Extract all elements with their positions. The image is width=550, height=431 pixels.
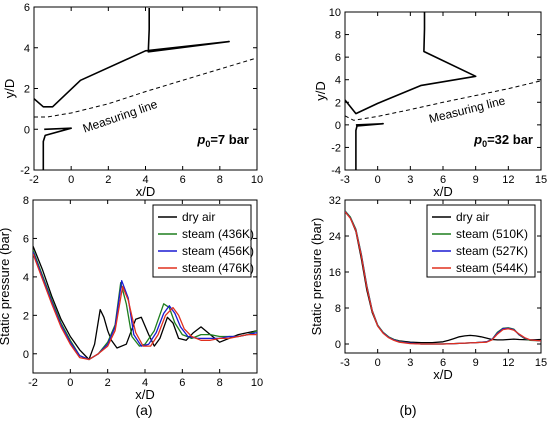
x-axis-label: x/D [433,184,453,199]
x-tick-label: -2 [28,377,38,389]
y-axis-label: Static pressure (bar) [309,218,324,336]
x-tick-label: 12 [502,174,514,186]
y-tick-label: 16 [329,267,341,279]
pressure-subscript: 0 [205,139,210,149]
y-tick-label: 10 [329,7,341,19]
y-tick-label: 0 [335,339,341,351]
x-tick-label: 4 [142,377,148,389]
panel-label-a: (a) [135,402,152,418]
x-tick-label: 15 [535,357,547,369]
x-tick-label: 9 [473,174,479,186]
legend-entry: dry air [456,210,489,224]
y-tick-label: 0 [335,120,341,132]
y-axis-label: Static pressure (bar) [0,228,12,346]
x-tick-label: 3 [407,357,413,369]
pressure-symbol: p [473,132,482,147]
y-tick-label: 32 [329,195,341,207]
y-tick-label: 6 [335,52,341,64]
y-tick-label: 2 [23,310,29,322]
y-tick-label: 2 [335,97,341,109]
pressure-annotation: p0=7 bar [196,132,249,149]
series-line-2 [34,57,257,118]
measuring-line-label: Measuring line [428,93,507,126]
panel-label-b: (b) [399,402,416,418]
legend-entry: steam (510K) [456,227,528,241]
y-tick-label: 24 [329,231,341,243]
chart-a-bottom: -2 0 2 4 6 8 10 0 2 4 6 8 x/D Static pressure (bar) dr… [0,195,263,402]
plot-area [345,12,541,170]
y-tick-label: 0 [23,349,29,361]
x-tick-label: 0 [67,377,73,389]
y-tick-label: 6 [24,2,30,14]
pressure-symbol: p [196,132,205,147]
x-tick-label: 15 [535,174,547,186]
y-tick-label: -4 [331,165,341,177]
y-tick-label: 4 [23,272,29,284]
legend-entry: steam (476K) [182,261,254,275]
series-line-0 [345,12,477,115]
y-tick-label: 6 [23,233,29,245]
y-axis-label: y/D [2,79,17,99]
legend-entry: steam (527K) [456,244,528,258]
x-tick-label: 0 [375,174,381,186]
pressure-value: =7 bar [210,132,249,147]
y-tick-label: 0 [24,124,30,136]
plot-area [33,245,257,361]
y-tick-label: 4 [335,75,341,87]
x-tick-label: 2 [105,377,111,389]
x-tick-label: 6 [440,174,446,186]
plot-area [345,210,541,345]
chart-b-bottom: -3 0 3 6 9 12 15 0 8 16 24 32 x/D Static pressure (ba… [309,195,547,382]
y-tick-label: -2 [20,165,30,177]
legend-entry: steam (436K) [182,227,254,241]
x-tick-label: 6 [180,174,186,186]
y-axis-label: y/D [313,81,328,101]
x-tick-label: 8 [217,377,223,389]
series-steam-456k- [33,251,257,361]
x-axis-label: x/D [135,387,155,402]
series-line-1 [355,122,384,170]
y-tick-label: 8 [335,30,341,42]
plot-area [34,8,257,170]
x-tick-label: 3 [407,174,413,186]
y-tick-label: 4 [24,43,30,55]
y-tick-label: 2 [24,84,30,96]
x-tick-label: 6 [179,377,185,389]
x-tick-label: 6 [440,357,446,369]
legend-entry: dry air [182,210,215,224]
x-tick-label: 0 [68,174,74,186]
series-line-1 [42,127,72,170]
y-tick-label: -2 [331,142,341,154]
pressure-annotation: p0=32 bar [473,132,533,149]
series-steam-544k- [345,211,541,345]
x-tick-label: 10 [251,377,263,389]
measuring-line-label: Measuring line [81,97,160,136]
x-tick-label: 2 [105,174,111,186]
x-axis-label: x/D [136,184,156,199]
x-axis-label: x/D [433,367,453,382]
legend-entry: steam (456K) [182,244,254,258]
x-tick-label: 4 [142,174,148,186]
x-tick-label: -3 [340,174,350,186]
x-tick-label: 9 [473,357,479,369]
x-tick-label: 12 [502,357,514,369]
x-tick-label: -2 [29,174,39,186]
series-line-0 [34,8,230,108]
pressure-value: =32 bar [487,132,533,147]
x-tick-label: 10 [251,174,263,186]
x-tick-label: 8 [217,174,223,186]
series-line-2 [345,80,541,121]
pressure-subscript: 0 [482,139,487,149]
y-tick-label: 8 [23,195,29,207]
y-tick-label: 8 [335,303,341,315]
chart-b-top: -3 0 3 6 9 12 15 -4 -2 0 2 4 6 8 10 x/D y/D Measuring lin… [313,7,547,199]
legend-entry: steam (544K) [456,261,528,275]
series-steam-476k- [33,253,257,361]
x-tick-label: -3 [340,357,350,369]
x-tick-label: 0 [375,357,381,369]
